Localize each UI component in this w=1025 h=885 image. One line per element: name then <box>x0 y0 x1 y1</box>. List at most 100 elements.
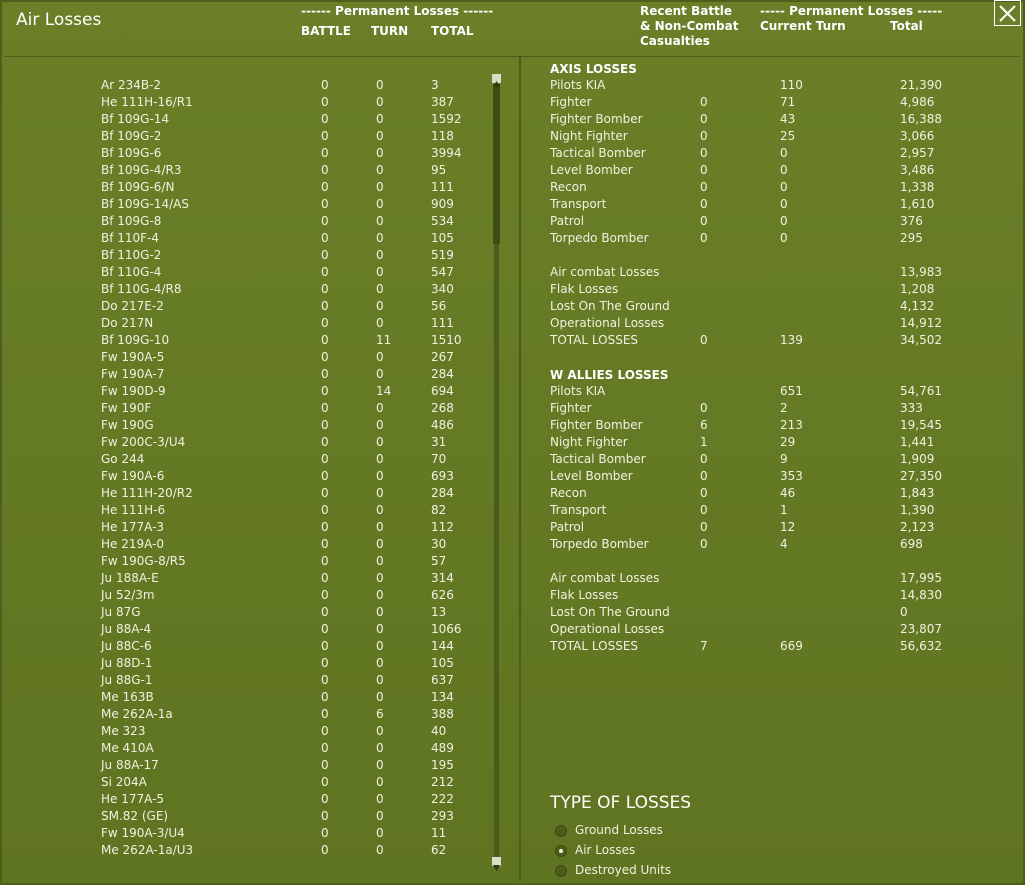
aircraft-turn-cell: 0 <box>376 741 384 755</box>
radio-air-losses[interactable] <box>555 845 567 857</box>
aircraft-total-cell: 195 <box>431 758 454 772</box>
aircraft-row[interactable]: Fw 200C-3/U4 0 0 31 <box>0 435 490 452</box>
scroll-up-arrow-icon[interactable] <box>492 74 501 87</box>
aircraft-row[interactable]: Bf 110G-4/R8 0 0 340 <box>0 282 490 299</box>
aircraft-row[interactable]: Ju 52/3m 0 0 626 <box>0 588 490 605</box>
aircraft-row[interactable]: He 219A-0 0 0 30 <box>0 537 490 554</box>
aircraft-row[interactable]: Fw 190A-7 0 0 284 <box>0 367 490 384</box>
aircraft-row[interactable]: Go 244 0 0 70 <box>0 452 490 469</box>
aircraft-row[interactable]: Ju 88D-1 0 0 105 <box>0 656 490 673</box>
aircraft-turn-cell: 0 <box>376 758 384 772</box>
aircraft-row[interactable]: Ju 88G-1 0 0 637 <box>0 673 490 690</box>
aircraft-row[interactable]: He 177A-3 0 0 112 <box>0 520 490 537</box>
aircraft-list-scrollbar[interactable] <box>490 72 502 871</box>
aircraft-row[interactable]: Fw 190F 0 0 268 <box>0 401 490 418</box>
aircraft-row[interactable]: Ju 88A-17 0 0 195 <box>0 758 490 775</box>
col-header-battle[interactable]: BATTLE <box>301 24 351 38</box>
aircraft-row[interactable]: He 177A-5 0 0 222 <box>0 792 490 809</box>
aircraft-row[interactable]: Bf 109G-14 0 0 1592 <box>0 112 490 129</box>
axis-loss-row-current: 43 <box>780 112 796 126</box>
aircraft-row[interactable]: Me 163B 0 0 134 <box>0 690 490 707</box>
radio-label-ground-losses[interactable]: Ground Losses <box>575 823 663 837</box>
aircraft-battle-cell: 0 <box>321 741 329 755</box>
aircraft-battle-cell: 0 <box>321 282 329 296</box>
scroll-track[interactable] <box>494 84 499 858</box>
aircraft-row[interactable]: He 111H-6 0 0 82 <box>0 503 490 520</box>
aircraft-row[interactable]: Ju 88A-4 0 0 1066 <box>0 622 490 639</box>
scroll-thumb[interactable] <box>493 84 500 244</box>
aircraft-name-cell: Ar 234B-2 <box>101 78 162 92</box>
aircraft-row[interactable]: Fw 190G 0 0 486 <box>0 418 490 435</box>
aircraft-row[interactable]: Bf 109G-8 0 0 534 <box>0 214 490 231</box>
aircraft-total-cell: 118 <box>431 129 454 143</box>
aircraft-row[interactable]: Fw 190G-8/R5 0 0 57 <box>0 554 490 571</box>
aircraft-total-cell: 95 <box>431 163 447 177</box>
aircraft-row[interactable]: Fw 190A-5 0 0 267 <box>0 350 490 367</box>
axis-summary-row-total: 1,208 <box>900 282 935 296</box>
recent-battle-header-line3: Casualties <box>640 34 710 48</box>
axis-loss-row-current: 25 <box>780 129 796 143</box>
aircraft-row[interactable]: He 111H-20/R2 0 0 284 <box>0 486 490 503</box>
axis-loss-row-current: 0 <box>780 231 788 245</box>
aircraft-row[interactable]: Bf 109G-6/N 0 0 111 <box>0 180 490 197</box>
scroll-down-arrow-icon[interactable] <box>492 857 501 871</box>
axis-summary-row-label: Lost On The Ground <box>550 299 670 313</box>
aircraft-battle-cell: 0 <box>321 792 329 806</box>
aircraft-row[interactable]: Me 410A 0 0 489 <box>0 741 490 758</box>
aircraft-battle-cell: 0 <box>321 690 329 704</box>
aircraft-battle-cell: 0 <box>321 605 329 619</box>
axis-loss-row-total: 1,610 <box>900 197 935 211</box>
aircraft-name-cell: Do 217N <box>101 316 154 330</box>
aircraft-row[interactable]: Bf 109G-14/AS 0 0 909 <box>0 197 490 214</box>
left-permanent-losses-header: ------ Permanent Losses ------ <box>301 4 494 18</box>
aircraft-row[interactable]: He 111H-16/R1 0 0 387 <box>0 95 490 112</box>
aircraft-row[interactable]: Do 217N 0 0 111 <box>0 316 490 333</box>
aircraft-row[interactable]: Bf 110F-4 0 0 105 <box>0 231 490 248</box>
allies-summary-row-label: Flak Losses <box>550 588 619 602</box>
close-button[interactable] <box>994 0 1021 26</box>
aircraft-row[interactable]: Ju 188A-E 0 0 314 <box>0 571 490 588</box>
aircraft-row[interactable]: Fw 190A-6 0 0 693 <box>0 469 490 486</box>
allies-losses-title: W ALLIES LOSSES <box>550 368 669 382</box>
axis-loss-row-total: 3,486 <box>900 163 935 177</box>
aircraft-name-cell: SM.82 (GE) <box>101 809 169 823</box>
aircraft-row[interactable]: Bf 109G-2 0 0 118 <box>0 129 490 146</box>
radio-label-destroyed-units[interactable]: Destroyed Units <box>575 863 672 877</box>
allies-loss-row-total: 2,123 <box>900 520 935 534</box>
axis-summary-row-total: 4,132 <box>900 299 935 313</box>
aircraft-total-cell: 388 <box>431 707 454 721</box>
axis-summary-row-total: 14,912 <box>900 316 942 330</box>
col-header-turn[interactable]: TURN <box>371 24 409 38</box>
aircraft-row[interactable]: Bf 110G-2 0 0 519 <box>0 248 490 265</box>
aircraft-row[interactable]: Me 323 0 0 40 <box>0 724 490 741</box>
aircraft-row[interactable]: SM.82 (GE) 0 0 293 <box>0 809 490 826</box>
aircraft-turn-cell: 0 <box>376 537 384 551</box>
aircraft-row[interactable]: Fw 190D-9 0 14 694 <box>0 384 490 401</box>
aircraft-battle-cell: 0 <box>321 486 329 500</box>
aircraft-row[interactable]: Si 204A 0 0 212 <box>0 775 490 792</box>
aircraft-row[interactable]: Me 262A-1a/U3 0 0 62 <box>0 843 490 860</box>
aircraft-row[interactable]: Bf 109G-6 0 0 3994 <box>0 146 490 163</box>
aircraft-losses-list[interactable]: Ar 234B-2 0 0 3 He 111H-16/R1 0 0 387 Bf 109G-14… <box>0 78 490 868</box>
aircraft-total-cell: 222 <box>431 792 454 806</box>
aircraft-turn-cell: 0 <box>376 231 384 245</box>
radio-label-air-losses[interactable]: Air Losses <box>575 843 636 857</box>
aircraft-row[interactable]: Ar 234B-2 0 0 3 <box>0 78 490 95</box>
col-header-total[interactable]: TOTAL <box>431 24 474 38</box>
aircraft-row[interactable]: Do 217E-2 0 0 56 <box>0 299 490 316</box>
aircraft-turn-cell: 0 <box>376 520 384 534</box>
aircraft-row[interactable]: Ju 87G 0 0 13 <box>0 605 490 622</box>
aircraft-row[interactable]: Bf 109G-4/R3 0 0 95 <box>0 163 490 180</box>
radio-ground-losses[interactable] <box>555 825 567 837</box>
aircraft-row[interactable]: Bf 110G-4 0 0 547 <box>0 265 490 282</box>
aircraft-row[interactable]: Fw 190A-3/U4 0 0 11 <box>0 826 490 843</box>
aircraft-row[interactable]: Me 262A-1a 0 6 388 <box>0 707 490 724</box>
aircraft-row[interactable]: Ju 88C-6 0 0 144 <box>0 639 490 656</box>
aircraft-row[interactable]: Bf 109G-10 0 11 1510 <box>0 333 490 350</box>
axis-loss-row-recent: 0 <box>700 214 708 228</box>
aircraft-total-cell: 3 <box>431 78 439 92</box>
axis-summary-row: Operational Losses 14,912 <box>550 316 970 333</box>
radio-destroyed-units[interactable] <box>555 865 567 877</box>
axis-loss-row: Level Bomber 0 0 3,486 <box>550 163 970 180</box>
axis-loss-row-total: 1,338 <box>900 180 935 194</box>
